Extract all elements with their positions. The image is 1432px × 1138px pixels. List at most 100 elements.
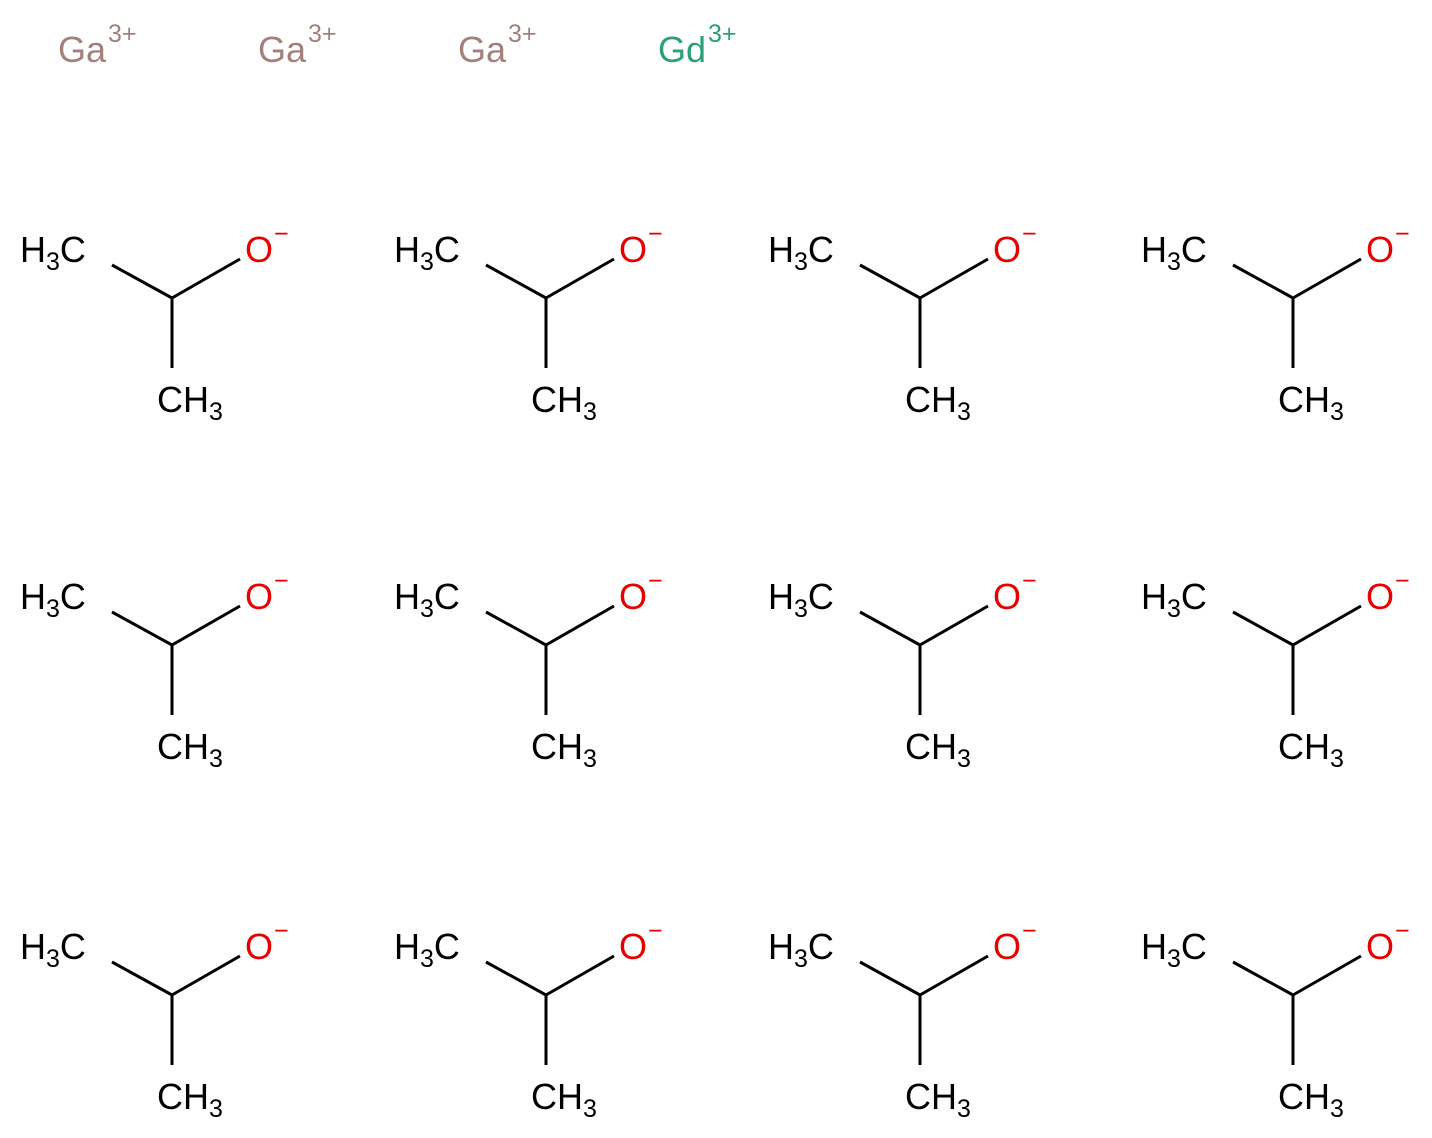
atom: C xyxy=(1181,229,1207,270)
bond xyxy=(171,954,241,997)
methyl-label: H3C xyxy=(20,926,86,973)
methyl-label: CH3 xyxy=(157,1076,223,1123)
charge: − xyxy=(648,567,663,595)
atom: H xyxy=(768,926,794,967)
methyl-label: CH3 xyxy=(1278,379,1344,426)
atom: H xyxy=(183,726,209,767)
atom: H xyxy=(931,726,957,767)
methyl-label: H3C xyxy=(394,576,460,623)
atom: H xyxy=(1141,229,1167,270)
bond xyxy=(1232,960,1294,997)
subscript: 3 xyxy=(1167,595,1181,623)
charge: − xyxy=(1022,917,1037,945)
bond xyxy=(111,960,173,997)
charge: − xyxy=(274,567,289,595)
ion-charge: 3+ xyxy=(708,20,737,48)
subscript: 3 xyxy=(794,248,808,276)
isopropoxide: H3C O−CH3 xyxy=(768,220,1037,426)
subscript: 3 xyxy=(583,745,597,773)
bond xyxy=(859,263,921,300)
atom: C xyxy=(1278,1076,1304,1117)
atom: C xyxy=(434,926,460,967)
atom: C xyxy=(1278,726,1304,767)
atom: H xyxy=(1141,926,1167,967)
subscript: 3 xyxy=(794,595,808,623)
atom: H xyxy=(768,229,794,270)
atom: O xyxy=(993,229,1021,270)
bond xyxy=(919,954,989,997)
oxygen-label: O− xyxy=(245,567,289,617)
methyl-label: CH3 xyxy=(1278,1076,1344,1123)
oxygen-label: O− xyxy=(245,220,289,270)
methyl-label: CH3 xyxy=(905,726,971,773)
subscript: 3 xyxy=(957,1095,971,1123)
subscript: 3 xyxy=(1330,1095,1344,1123)
atom: C xyxy=(808,229,834,270)
subscript: 3 xyxy=(46,595,60,623)
atom: C xyxy=(157,1076,183,1117)
atom: C xyxy=(531,1076,557,1117)
oxygen-label: O− xyxy=(619,220,663,270)
bond xyxy=(485,960,547,997)
atom: C xyxy=(434,229,460,270)
bond xyxy=(485,610,547,647)
isopropoxide: H3C O−CH3 xyxy=(394,567,663,773)
subscript: 3 xyxy=(957,745,971,773)
atom: C xyxy=(60,576,86,617)
atom: O xyxy=(619,926,647,967)
subscript: 3 xyxy=(1167,248,1181,276)
subscript: 3 xyxy=(46,945,60,973)
oxygen-label: O− xyxy=(245,917,289,967)
charge: − xyxy=(1022,567,1037,595)
subscript: 3 xyxy=(957,398,971,426)
ion-symbol: Ga xyxy=(458,29,507,70)
atom: C xyxy=(157,379,183,420)
bond xyxy=(1232,610,1294,647)
methyl-label: H3C xyxy=(768,926,834,973)
methyl-label: CH3 xyxy=(531,379,597,426)
atom: O xyxy=(1366,926,1394,967)
oxygen-label: O− xyxy=(619,567,663,617)
methyl-label: CH3 xyxy=(157,726,223,773)
subscript: 3 xyxy=(420,248,434,276)
isopropoxide: H3C O−CH3 xyxy=(20,220,289,426)
bond xyxy=(1292,954,1362,997)
isopropoxide: H3C O−CH3 xyxy=(768,567,1037,773)
ion-charge: 3+ xyxy=(508,20,537,48)
bond xyxy=(111,610,173,647)
subscript: 3 xyxy=(209,1095,223,1123)
isopropoxide: H3C O− CH3 xyxy=(20,917,289,1123)
atom: H xyxy=(931,379,957,420)
subscript: 3 xyxy=(46,248,60,276)
ion-symbol: Gd xyxy=(658,29,706,70)
bond xyxy=(545,257,615,300)
methyl-label: H3C xyxy=(1141,576,1207,623)
bond xyxy=(485,263,547,300)
atom: H xyxy=(20,229,46,270)
bond xyxy=(1292,604,1362,647)
charge: − xyxy=(1395,567,1410,595)
oxygen-label: O− xyxy=(1366,220,1410,270)
charge: − xyxy=(1395,917,1410,945)
atom: H xyxy=(1141,576,1167,617)
atom: C xyxy=(1181,576,1207,617)
atom: C xyxy=(60,926,86,967)
atom: O xyxy=(1366,576,1394,617)
bond xyxy=(859,960,921,997)
subscript: 3 xyxy=(1330,398,1344,426)
atom: C xyxy=(1181,926,1207,967)
oxygen-label: O− xyxy=(993,220,1037,270)
methyl-label: CH3 xyxy=(157,379,223,426)
ion-charge: 3+ xyxy=(308,20,337,48)
methyl-label: H3C xyxy=(20,576,86,623)
atom: C xyxy=(531,726,557,767)
ion-charge: 3+ xyxy=(108,20,137,48)
bond xyxy=(1232,263,1294,300)
bond xyxy=(1292,257,1362,300)
atom: C xyxy=(60,229,86,270)
atom: C xyxy=(808,576,834,617)
atom: O xyxy=(993,926,1021,967)
atom: H xyxy=(557,379,583,420)
subscript: 3 xyxy=(1167,945,1181,973)
